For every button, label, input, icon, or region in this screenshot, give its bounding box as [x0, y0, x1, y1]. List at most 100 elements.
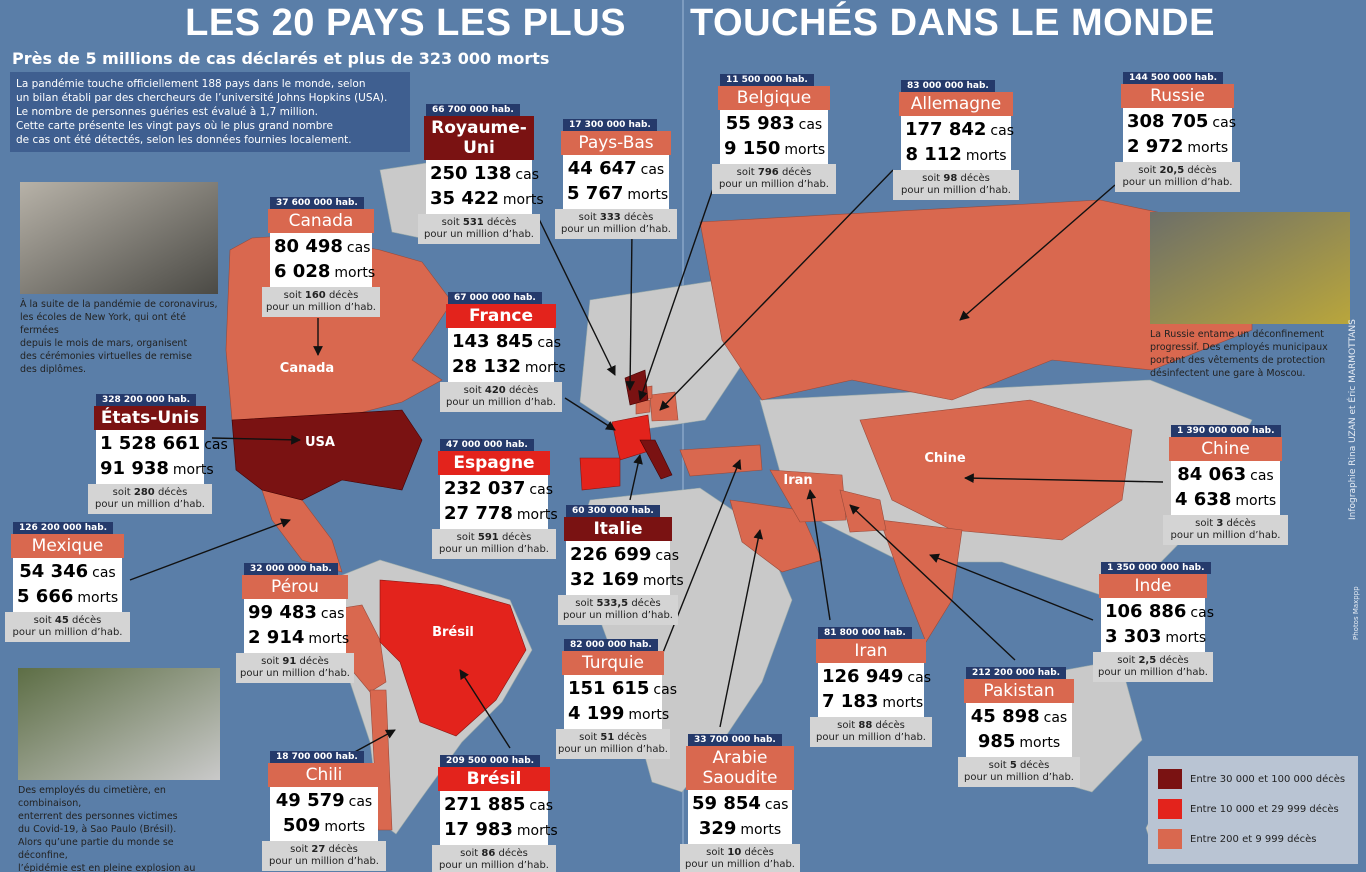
cases-unit: cas	[1250, 468, 1274, 484]
per-unit: décès	[960, 173, 990, 184]
per-million: soit 27 décès pour un million d’hab.	[262, 841, 386, 871]
per-unit: décès	[744, 847, 774, 858]
per-million-line: soit 20,5 décès	[1117, 165, 1238, 177]
cases: 232 037	[444, 478, 526, 499]
card-body: 271 885 cas 17 983 morts	[440, 791, 558, 845]
deaths: 6 028	[274, 261, 331, 282]
photo-caption-line: Alors qu’une partie du monde se déconfin…	[18, 837, 174, 861]
deaths-unit: morts	[524, 360, 566, 376]
photo-caption-line: désinfectent une gare à Moscou.	[1150, 368, 1306, 379]
per-suffix: pour un million d’hab.	[1170, 530, 1281, 541]
deaths-row: 329 morts	[692, 817, 788, 842]
deaths: 2 972	[1127, 136, 1184, 157]
per-million: soit 5 décès pour un million d’hab.	[958, 757, 1080, 787]
per-million-value: 531	[462, 217, 484, 228]
per-unit: décès	[875, 720, 905, 731]
population: 81 800 000 hab.	[818, 627, 912, 639]
country-card: 47 000 000 hab. Espagne 232 037 cas 27 778 mo…	[432, 432, 558, 559]
deaths: 35 422	[430, 188, 499, 209]
deaths-unit: morts	[628, 707, 670, 723]
per-million-value: 420	[484, 385, 506, 396]
per-prefix: soit	[33, 615, 52, 626]
deaths-row: 17 983 morts	[444, 818, 558, 843]
deaths: 32 169	[570, 569, 639, 590]
per-million-line: soit 280 décès	[90, 487, 210, 499]
photo-caption-line: du Covid-19, à Sao Paulo (Brésil).	[18, 824, 177, 835]
cases: 55 983	[725, 113, 795, 134]
country-card: 83 000 000 hab. Allemagne 177 842 cas 8 112 m…	[893, 73, 1019, 200]
per-unit: décès	[299, 656, 329, 667]
arrow	[959, 184, 1116, 321]
population: 67 000 000 hab.	[448, 292, 542, 304]
deaths-unit: morts	[334, 265, 376, 281]
per-unit: décès	[498, 848, 528, 859]
deaths: 91 938	[100, 458, 169, 479]
deaths: 9 150	[724, 138, 781, 159]
photo-space	[20, 182, 222, 292]
country-name: Iran	[816, 639, 926, 663]
photo-caption-line: les écoles de New York, qui ont été ferm…	[20, 312, 186, 336]
photo: À la suite de la pandémie de coronavirus…	[14, 176, 228, 375]
per-million-value: 27	[311, 844, 326, 855]
per-million-value: 88	[858, 720, 873, 731]
population: 82 000 000 hab.	[564, 639, 658, 651]
country-name: Turquie	[562, 651, 664, 675]
per-million-value: 20,5	[1159, 165, 1185, 176]
photo-space	[18, 668, 220, 778]
card-body: 80 498 cas 6 028 morts	[270, 233, 375, 287]
arrow	[806, 489, 831, 621]
per-unit: décès	[617, 732, 647, 743]
per-million-value: 51	[600, 732, 615, 743]
per-million-line: soit 160 décès	[264, 290, 378, 302]
deaths: 4 638	[1175, 489, 1232, 510]
cases-unit: cas	[204, 437, 228, 453]
per-prefix: soit	[290, 844, 309, 855]
per-suffix: pour un million d’hab.	[269, 856, 379, 867]
per-unit: décès	[631, 598, 661, 609]
deaths: 27 778	[444, 503, 513, 524]
per-suffix: pour un million d’hab.	[685, 859, 795, 870]
per-million: soit 796 décès pour un million d’hab.	[712, 164, 836, 194]
deaths-unit: morts	[1165, 630, 1207, 646]
cases-unit: cas	[653, 682, 677, 698]
per-million-value: 280	[133, 487, 155, 498]
per-prefix: soit	[578, 212, 597, 223]
cases-row: 54 346 cas	[17, 560, 118, 585]
deaths-row: 6 028 morts	[274, 260, 375, 285]
deaths-row: 7 183 morts	[822, 690, 923, 715]
legend-label: Entre 10 000 et 29 999 décès	[1190, 803, 1339, 815]
cases: 226 699	[570, 544, 652, 565]
cases-row: 250 138 cas	[430, 162, 539, 187]
country-name: Royaume-Uni	[424, 116, 534, 160]
deaths-unit: morts	[627, 187, 669, 203]
cases-unit: cas	[537, 335, 561, 351]
intro-line: Le nombre de personnes guéries est évalu…	[16, 106, 318, 118]
cases-unit: cas	[990, 123, 1014, 139]
cases-unit: cas	[907, 670, 931, 686]
per-million-line: soit 2,5 décès	[1095, 655, 1211, 667]
deaths: 2 914	[248, 627, 305, 648]
cases: 80 498	[274, 236, 343, 257]
deaths-unit: morts	[172, 462, 214, 478]
cases-row: 126 949 cas	[822, 665, 931, 690]
deaths-unit: morts	[1235, 493, 1277, 509]
deaths-unit: morts	[516, 507, 558, 523]
arrow	[849, 504, 1016, 661]
cases-row: 226 699 cas	[570, 543, 679, 568]
map-label: Canada	[280, 361, 334, 376]
per-million: soit 98 décès pour un million d’hab.	[893, 170, 1019, 200]
card-body: 308 705 cas 2 972 morts	[1123, 108, 1236, 162]
country-name: Pakistan	[964, 679, 1074, 703]
cases-unit: cas	[640, 162, 665, 178]
card-body: 84 063 cas 4 638 morts	[1171, 461, 1280, 515]
cases-row: 55 983 cas	[724, 112, 824, 137]
map-label: Brésil	[432, 625, 474, 640]
country-card: 60 300 000 hab. Italie 226 699 cas 32 169 mor…	[558, 498, 684, 625]
country-card: 1 350 000 000 hab. Inde 106 886 cas 3 303 mor…	[1093, 555, 1214, 682]
deaths-row: 5 666 morts	[17, 585, 118, 610]
per-prefix: soit	[1117, 655, 1136, 666]
country-card: 1 390 000 000 hab. Chine 84 063 cas 4 638 mor…	[1163, 418, 1288, 545]
cases: 143 845	[452, 331, 534, 352]
per-million-line: soit 3 décès	[1165, 518, 1286, 530]
photo-image	[20, 182, 218, 294]
